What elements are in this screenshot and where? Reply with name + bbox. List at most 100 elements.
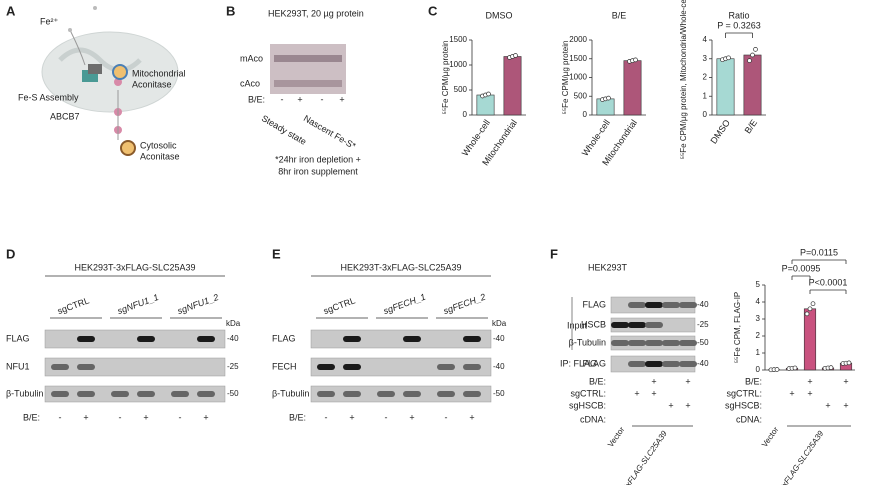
blot-band bbox=[343, 336, 361, 342]
label: + bbox=[339, 94, 344, 104]
y-tick-label: 4 bbox=[756, 297, 761, 306]
blot-band bbox=[317, 364, 335, 370]
replicate-dot bbox=[846, 360, 852, 366]
label: sgNFU1_2 bbox=[176, 292, 220, 316]
chart-title: DMSO bbox=[486, 10, 513, 20]
diagram-label: Fe²⁺ bbox=[40, 16, 59, 26]
blot-band bbox=[628, 322, 646, 328]
replicate-dot bbox=[804, 311, 810, 317]
diagram-label: Aconitase bbox=[132, 79, 172, 89]
y-tick-label: 1000 bbox=[569, 73, 587, 82]
blot-band bbox=[343, 364, 361, 370]
row-label: FLAG bbox=[272, 333, 296, 343]
diagram-a bbox=[41, 6, 179, 156]
label: + bbox=[469, 412, 474, 422]
label: + bbox=[297, 94, 302, 104]
label: -25 bbox=[697, 320, 709, 329]
label: B/E: bbox=[745, 376, 762, 386]
y-tick-label: 1500 bbox=[569, 54, 587, 63]
blot-band bbox=[171, 391, 189, 397]
label: + bbox=[409, 412, 414, 422]
label: Nascent Fe-S* bbox=[302, 113, 358, 151]
label: mAco bbox=[240, 53, 263, 63]
y-tick-label: 3 bbox=[756, 314, 761, 323]
blot bbox=[310, 329, 492, 349]
label: + bbox=[143, 412, 148, 422]
label: Steady state bbox=[260, 113, 308, 147]
bar bbox=[623, 60, 642, 116]
y-tick-label: 3 bbox=[703, 54, 708, 63]
blot-band bbox=[645, 322, 663, 328]
blot-band bbox=[662, 302, 680, 308]
label: B/E: bbox=[589, 376, 606, 386]
label: + bbox=[203, 412, 208, 422]
blot-band bbox=[463, 364, 481, 370]
label: - bbox=[59, 412, 62, 422]
label: - bbox=[119, 412, 122, 422]
label: - bbox=[325, 412, 328, 422]
label: -40 bbox=[697, 300, 709, 309]
blot-band bbox=[111, 391, 129, 397]
label: - bbox=[385, 412, 388, 422]
replicate-dot bbox=[810, 301, 816, 307]
y-axis-label: ⁵⁵Fe CPM/µg protein bbox=[561, 41, 570, 115]
replicate-dot bbox=[774, 367, 780, 372]
replicate-dot bbox=[606, 95, 611, 101]
y-tick-label: 0 bbox=[703, 110, 708, 119]
label: Vector bbox=[760, 425, 781, 449]
chart-title: Ratio bbox=[728, 10, 749, 20]
replicate-dot bbox=[513, 53, 518, 58]
label: + bbox=[685, 376, 690, 386]
label: + bbox=[807, 376, 812, 386]
label: kDa bbox=[226, 319, 241, 328]
blot-band bbox=[77, 364, 95, 370]
blot-band bbox=[317, 391, 335, 397]
label: *24hr iron depletion + bbox=[275, 154, 361, 164]
blot-band bbox=[51, 364, 69, 370]
label: -40 bbox=[493, 362, 505, 371]
replicate-dot bbox=[753, 47, 758, 52]
diagram-label: Cytosolic bbox=[140, 140, 177, 150]
chart-title: B/E bbox=[612, 10, 627, 20]
diagram-label: Mitochondrial bbox=[132, 68, 186, 78]
annotation: P=0.0095 bbox=[782, 263, 821, 273]
blot-band bbox=[77, 336, 95, 342]
blot bbox=[310, 385, 492, 403]
y-tick-label: 0 bbox=[463, 110, 468, 119]
row-label: NFU1 bbox=[6, 361, 30, 371]
row-label: FLAG bbox=[582, 358, 606, 368]
blot-band bbox=[611, 322, 629, 328]
label: Input bbox=[567, 320, 588, 330]
label: Vector bbox=[606, 425, 627, 449]
panel-letter: A bbox=[6, 3, 16, 18]
row-label: β-Tubulin bbox=[569, 337, 606, 347]
y-tick-label: 2000 bbox=[569, 35, 587, 44]
replicate-dot bbox=[726, 55, 731, 61]
bar bbox=[716, 58, 735, 116]
blot-band bbox=[645, 302, 663, 308]
blot bbox=[44, 385, 226, 403]
diagram-label: ABCB7 bbox=[50, 111, 80, 121]
replicate-dot bbox=[828, 365, 834, 370]
blot-band bbox=[679, 361, 697, 367]
label: - bbox=[321, 94, 324, 104]
label: + bbox=[668, 400, 673, 410]
annotation: P<0.0001 bbox=[809, 277, 848, 287]
row-label: β-Tubulin bbox=[6, 388, 43, 398]
label: - bbox=[281, 94, 284, 104]
label: + bbox=[349, 412, 354, 422]
annotation: P=0.0115 bbox=[800, 247, 838, 257]
blot-band bbox=[137, 336, 155, 342]
label: sgHSCB: bbox=[569, 400, 606, 410]
blot-band bbox=[628, 302, 646, 308]
label: sgFECH_1 bbox=[382, 292, 427, 316]
label: + bbox=[634, 388, 639, 398]
blot-band bbox=[403, 391, 421, 397]
row-label: HSCB bbox=[581, 319, 606, 329]
blot-band bbox=[679, 302, 697, 308]
blot-band bbox=[662, 361, 680, 367]
bar bbox=[476, 94, 495, 116]
blot-band bbox=[137, 391, 155, 397]
blot bbox=[310, 357, 492, 377]
y-tick-label: 2 bbox=[756, 331, 761, 340]
